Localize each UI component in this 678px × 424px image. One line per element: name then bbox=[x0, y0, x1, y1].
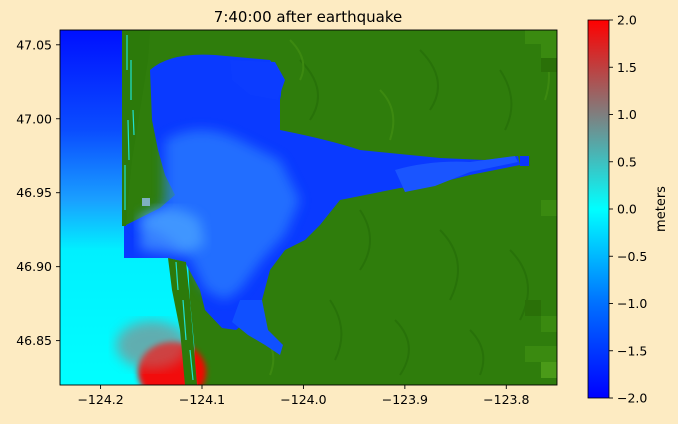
colorbar-tick-label: 1.0 bbox=[617, 107, 637, 122]
surface-elevation-field bbox=[60, 30, 557, 385]
y-tick-label: 47.05 bbox=[16, 37, 52, 52]
positive-anomaly-halo bbox=[116, 321, 188, 369]
coastal-spit bbox=[122, 30, 150, 226]
bay-inlet-mixing bbox=[140, 208, 205, 255]
chart-title: 7:40:00 after earthquake bbox=[214, 8, 402, 26]
colorbar-tick-label: 2.0 bbox=[617, 13, 637, 28]
colorbar-ticks: −2.0 −1.5 −1.0 −0.5 0.0 0.5 1.0 1.5 2.0 bbox=[609, 13, 647, 406]
x-tick-label: −123.9 bbox=[382, 392, 428, 407]
colorbar bbox=[587, 19, 610, 399]
colorbar-tick-label: −0.5 bbox=[617, 249, 647, 264]
x-axis-ticks: −124.2 −124.1 −124.0 −123.9 −123.8 bbox=[77, 385, 529, 407]
plot-frame bbox=[59, 29, 558, 386]
x-tick-label: −124.1 bbox=[179, 392, 225, 407]
bay-north-lobe bbox=[230, 60, 285, 100]
y-tick-label: 46.90 bbox=[16, 259, 52, 274]
land-texture bbox=[259, 39, 550, 376]
bay-inner-shallows bbox=[135, 130, 300, 300]
x-tick-label: −124.2 bbox=[77, 392, 123, 407]
bay-east-channel bbox=[395, 156, 518, 192]
y-tick-label: 47.00 bbox=[16, 111, 52, 126]
ocean-west-of-spit bbox=[60, 30, 198, 385]
colorbar-tick-label: 0.5 bbox=[617, 154, 637, 169]
colorbar-tick-label: −2.0 bbox=[617, 391, 647, 406]
colorbar-tick-label: 1.5 bbox=[617, 60, 637, 75]
y-tick-label: 46.95 bbox=[16, 185, 52, 200]
colorbar-tick-label: −1.5 bbox=[617, 343, 647, 358]
y-axis-ticks: 46.85 46.90 46.95 47.00 47.05 bbox=[16, 37, 60, 348]
x-tick-label: −123.8 bbox=[483, 392, 529, 407]
x-tick-label: −124.0 bbox=[280, 392, 326, 407]
colorbar-tick-label: 0.0 bbox=[617, 202, 637, 217]
shoreline-noise bbox=[124, 35, 194, 381]
jetty-marker bbox=[142, 198, 150, 206]
colorbar-label: meters bbox=[654, 186, 669, 232]
coarse-grid-cells bbox=[525, 30, 557, 378]
colorbar-tick-label: −1.0 bbox=[617, 296, 647, 311]
bay-south-lobe bbox=[232, 300, 283, 355]
y-tick-label: 46.85 bbox=[16, 333, 52, 348]
channel-end-cell bbox=[520, 156, 529, 166]
